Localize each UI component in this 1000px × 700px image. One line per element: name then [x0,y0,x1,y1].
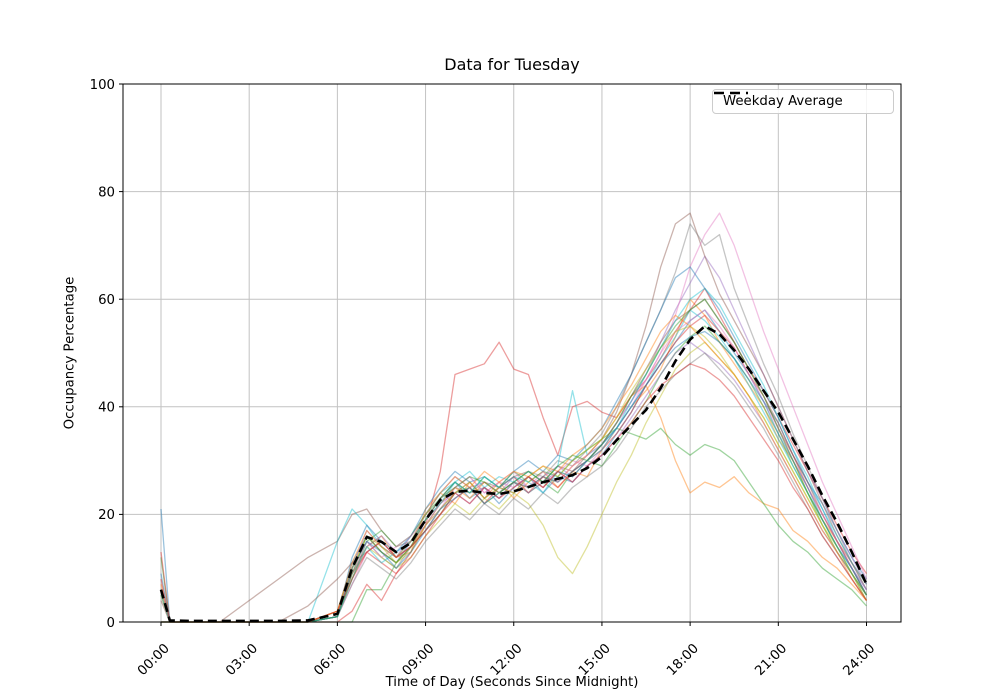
day-series-line [160,352,868,623]
day-series-line [161,309,868,623]
x-tick-label: 24:00 [841,641,879,679]
y-tick-label: 80 [98,185,115,200]
x-tick-label: 18:00 [664,641,702,679]
day-series-line [160,341,868,623]
day-series-line [161,212,868,623]
day-series-line [161,255,868,623]
day-series-line [161,287,868,623]
day-series-line [161,298,868,623]
dashed-line-icon [714,91,748,95]
day-series-line [161,309,868,623]
day-series-line [161,341,868,623]
day-series-line [160,330,868,623]
chart-title: Data for Tuesday [444,55,580,74]
x-axis-label: Time of Day (Seconds Since Midnight) [385,675,639,690]
day-series-line [160,298,868,623]
y-axis-label: Occupancy Percentage [62,276,78,430]
x-tick-label: 09:00 [400,641,438,679]
x-tick-label: 00:00 [135,641,173,679]
legend: Weekday Average [712,89,894,114]
y-tick-label: 40 [98,401,115,416]
x-tick-label: 15:00 [576,641,614,679]
x-tick-label: 06:00 [311,641,349,679]
y-tick-label: 20 [98,508,115,523]
day-series-line [160,212,868,623]
y-tick-label: 0 [107,616,115,631]
day-series-line [160,363,868,623]
legend-label: Weekday Average [723,94,843,109]
x-tick-label: 21:00 [752,641,790,679]
x-tick-label: 12:00 [488,641,526,679]
x-tick-label: 03:00 [223,641,261,679]
y-tick-label: 60 [98,293,115,308]
plot-border [122,83,902,623]
day-series-line [161,266,868,623]
day-series-line [160,314,868,623]
y-tick-label: 100 [90,78,115,93]
